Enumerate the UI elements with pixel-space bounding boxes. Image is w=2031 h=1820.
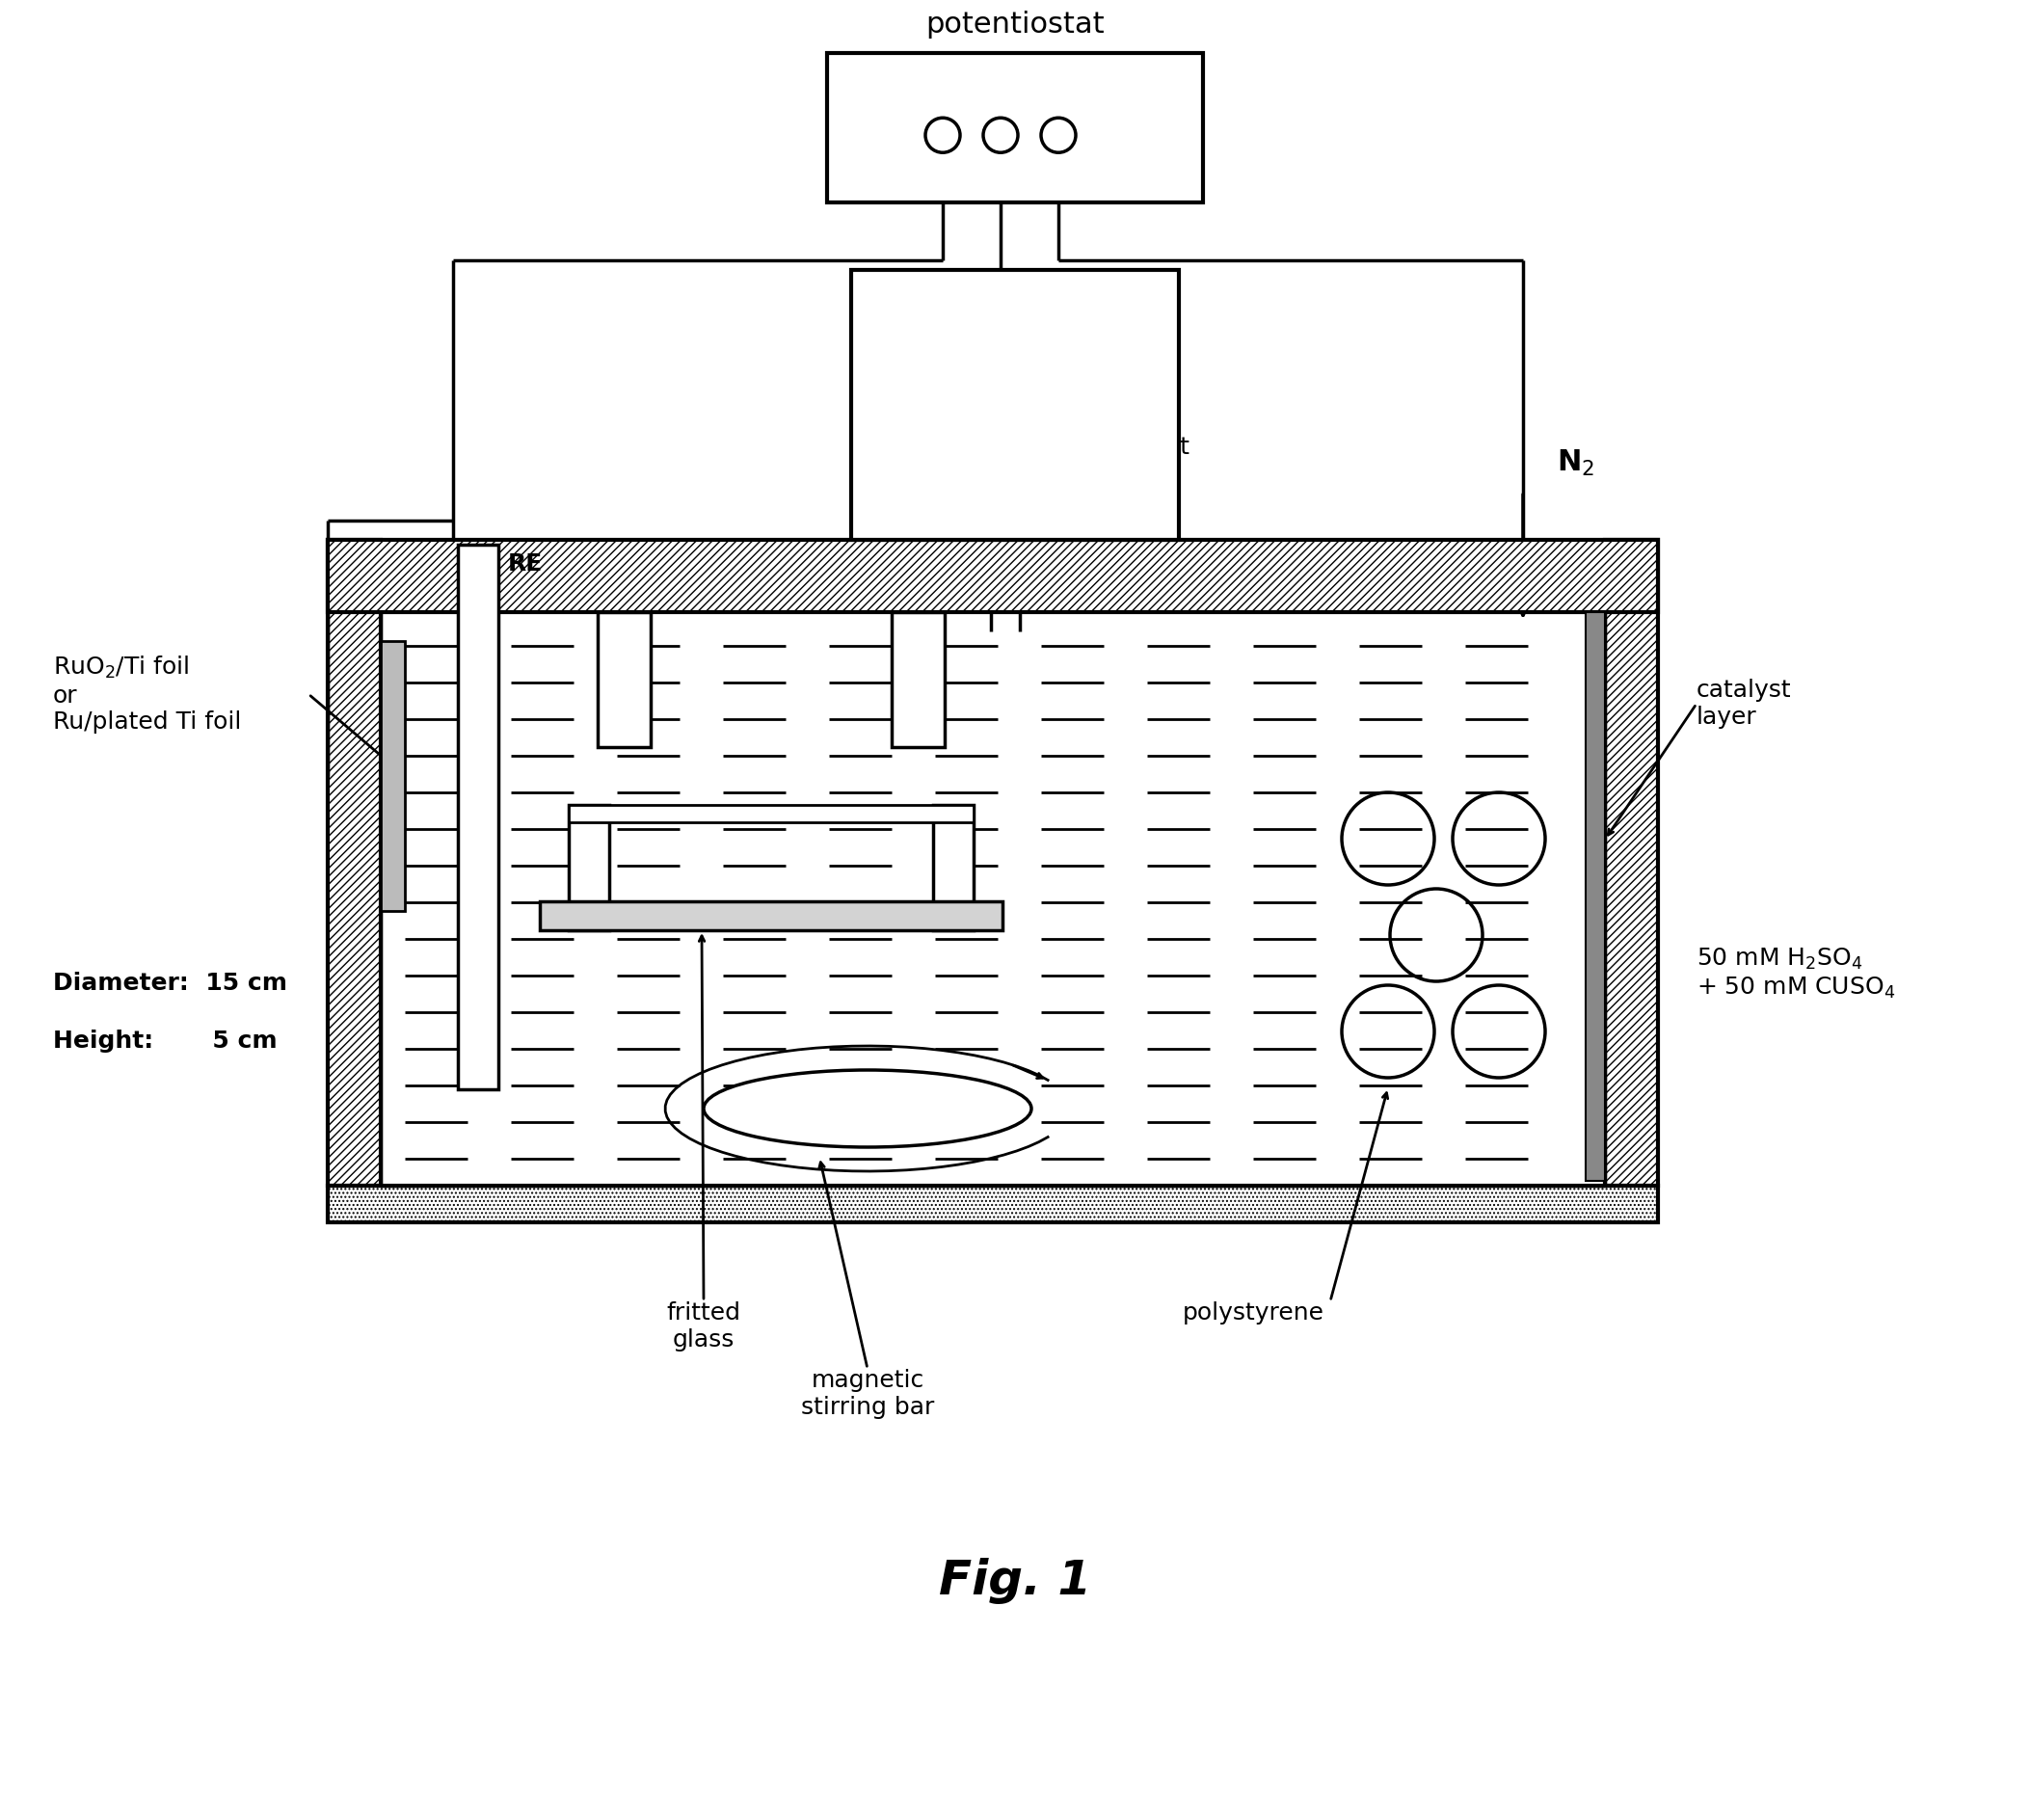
Text: 50 mM H$_2$SO$_4$
+ 50 mM CUSO$_4$: 50 mM H$_2$SO$_4$ + 50 mM CUSO$_4$	[1696, 946, 1895, 1001]
Text: Fig. 1: Fig. 1	[938, 1558, 1091, 1603]
Text: RuO$_2$/Ti foil
or
Ru/plated Ti foil: RuO$_2$/Ti foil or Ru/plated Ti foil	[53, 653, 242, 733]
Bar	[540, 901, 1003, 930]
Text: magnetic
stirring bar: magnetic stirring bar	[800, 1369, 934, 1420]
Bar	[597, 612, 650, 746]
Bar	[932, 804, 973, 930]
Text: potentiostat: potentiostat	[926, 11, 1105, 38]
Bar	[851, 269, 1178, 541]
Bar	[327, 541, 380, 1185]
Text: RE: RE	[508, 551, 542, 575]
Bar	[827, 53, 1202, 202]
Bar	[327, 1185, 1657, 1223]
Text: catalyst
layer: catalyst layer	[1696, 679, 1791, 728]
Bar	[380, 641, 404, 912]
Bar	[457, 544, 498, 1090]
Ellipse shape	[703, 1070, 1032, 1147]
Bar	[892, 612, 944, 746]
Text: N$_2$: N$_2$	[1556, 448, 1594, 477]
Bar	[1604, 541, 1657, 1185]
Text: Height:       5 cm: Height: 5 cm	[53, 1030, 278, 1052]
Text: CE
compartment: CE compartment	[1020, 404, 1190, 459]
Bar	[1586, 612, 1604, 1181]
Text: polystyrene: polystyrene	[1182, 1301, 1324, 1325]
Text: fritted
glass: fritted glass	[666, 1301, 741, 1350]
Text: Diameter:  15 cm: Diameter: 15 cm	[53, 972, 286, 996]
Bar	[569, 804, 973, 823]
Bar	[327, 541, 1657, 612]
Bar	[569, 804, 609, 930]
